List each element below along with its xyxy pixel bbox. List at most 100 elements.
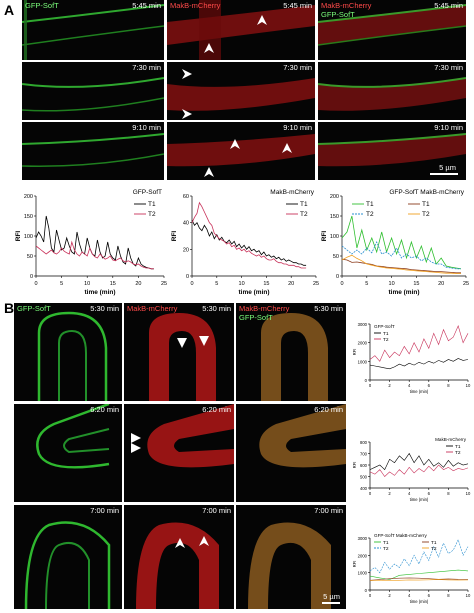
column-label-gfp-soft: GFP-SofT <box>17 304 51 313</box>
time-label: 5:30 min <box>314 304 343 313</box>
legend-label: T1 <box>383 331 389 337</box>
chart-b1: 0 2 4 6 8 10 0 1000 2000 3000 time (min) RFI GFP-Sof… <box>352 318 472 400</box>
x-axis-title: time (min) <box>410 599 429 604</box>
series-line-3 <box>369 577 469 581</box>
y-tick-label: 0 <box>365 588 368 593</box>
y-axis-title: RFI <box>171 231 178 242</box>
legend-label: T2 <box>300 211 308 218</box>
y-tick-label: 150 <box>330 214 339 220</box>
micrograph-b-r3-c3: 7:00 min 5 µm <box>236 505 346 609</box>
x-tick-label: 10 <box>389 281 395 287</box>
series-line-1 <box>369 358 469 370</box>
y-tick-label: 400 <box>360 486 368 491</box>
panel-b-letter: B <box>4 300 15 316</box>
x-tick-label: 5 <box>215 281 218 287</box>
y-tick-label: 3000 <box>358 536 368 541</box>
x-tick-label: 20 <box>438 281 444 287</box>
time-label: 5:45 min <box>283 1 312 10</box>
series-line-1 <box>191 219 307 266</box>
time-label: 9:10 min <box>132 123 161 132</box>
y-tick-label: 3000 <box>358 322 368 327</box>
legend-label: T1 <box>300 201 308 208</box>
y-axis-title: RFI <box>15 231 22 242</box>
time-label: 9:10 min <box>283 123 312 132</box>
series-line-1 <box>369 452 469 471</box>
x-tick-label: 8 <box>447 383 450 388</box>
x-tick-label: 0 <box>369 491 372 496</box>
series-line-2 <box>191 201 307 269</box>
y-tick-label: 0 <box>365 378 368 383</box>
legend-label: T2 <box>422 211 430 218</box>
x-tick-label: 10 <box>466 593 471 598</box>
y-axis-title: RFI <box>352 349 357 356</box>
x-tick-label: 6 <box>428 491 431 496</box>
x-tick-label: 2 <box>388 491 391 496</box>
y-tick-label: 600 <box>360 463 368 468</box>
time-label: 7:30 min <box>283 63 312 72</box>
chart-a2: 0 5 10 15 20 25 0 20 40 60 time (min) RFI MakB-mCher… <box>170 184 322 296</box>
series-line-2 <box>35 240 154 270</box>
micrograph-a-r1-c1: GFP-SofT 5:45 min <box>22 0 164 60</box>
y-tick-label: 2000 <box>358 553 368 558</box>
micrograph-b-r3-c2: 7:00 min <box>124 505 234 609</box>
x-tick-label: 8 <box>447 593 450 598</box>
micrograph-a-r3-c3: 9:10 min 5 µm <box>318 122 466 180</box>
time-label: 5:45 min <box>132 1 161 10</box>
y-tick-label: 60 <box>183 194 189 200</box>
merge-label-gfp: GFP-SofT <box>239 313 273 322</box>
chart-title: GFP-SofT <box>374 324 395 329</box>
x-tick-label: 5 <box>60 281 63 287</box>
x-tick-label: 15 <box>263 281 269 287</box>
time-label: 6:20 min <box>90 405 119 414</box>
x-tick-label: 0 <box>369 383 372 388</box>
y-tick-label: 200 <box>24 194 33 200</box>
y-tick-label: 50 <box>333 254 339 260</box>
scale-bar-label: 5 µm <box>323 591 340 601</box>
legend-label: T2 <box>383 546 389 552</box>
x-tick-label: 5 <box>365 281 368 287</box>
time-label: 5:30 min <box>90 304 119 313</box>
series-line-1 <box>35 215 154 270</box>
legend-label: T1 <box>455 444 461 450</box>
y-tick-label: 100 <box>24 234 33 240</box>
series-line-2 <box>369 538 469 574</box>
x-tick-label: 4 <box>408 491 411 496</box>
y-tick-label: 500 <box>360 475 368 480</box>
time-label: 5:45 min <box>434 1 463 10</box>
series-line-1 <box>341 215 462 270</box>
x-axis-title: time (min) <box>388 289 419 296</box>
y-axis-title: RFI <box>321 231 328 242</box>
micrograph-b-r2-c3: 6:20 min <box>236 404 346 502</box>
y-tick-label: 0 <box>336 274 339 280</box>
chart-b2: 0 2 4 6 8 10 400 500 600 700 800 time (min) RFI MakB-… <box>352 434 472 506</box>
y-tick-label: 1000 <box>358 359 368 364</box>
y-axis-title: RFI <box>352 462 357 469</box>
y-tick-label: 0 <box>30 274 33 280</box>
micrograph-b-r1-c2: MakB-mCherry 5:30 min <box>124 303 234 401</box>
column-label-makb-mcherry: MakB-mCherry <box>127 304 178 313</box>
x-tick-label: 2 <box>388 383 391 388</box>
x-tick-label: 10 <box>466 383 471 388</box>
x-tick-label: 2 <box>388 593 391 598</box>
chart-title: GFP-SofT MakB-mCherry <box>389 189 464 196</box>
micrograph-b-r2-c2: 6:20 min <box>124 404 234 502</box>
chart-title: MakB-mCherry <box>270 189 314 196</box>
legend-label: T2 <box>455 450 461 456</box>
legend-label: T1 <box>148 201 156 208</box>
legend-label: T2 <box>431 546 437 552</box>
series-line-4 <box>369 579 469 581</box>
time-label: 7:00 min <box>202 506 231 515</box>
x-tick-label: 0 <box>369 593 372 598</box>
legend-label: T1 <box>431 540 437 546</box>
x-tick-label: 4 <box>408 383 411 388</box>
x-tick-label: 15 <box>110 281 116 287</box>
x-tick-label: 20 <box>288 281 294 287</box>
chart-title: GFP-SofT <box>133 189 162 196</box>
x-tick-label: 15 <box>413 281 419 287</box>
x-axis-title: time (min) <box>410 389 429 394</box>
legend-label: T1 <box>383 540 389 546</box>
legend-label: T2 <box>366 211 374 218</box>
column-label-makb-mcherry: MakB-mCherry <box>170 1 221 10</box>
x-axis-title: time (min) <box>238 289 269 296</box>
series-line-2 <box>341 240 461 270</box>
